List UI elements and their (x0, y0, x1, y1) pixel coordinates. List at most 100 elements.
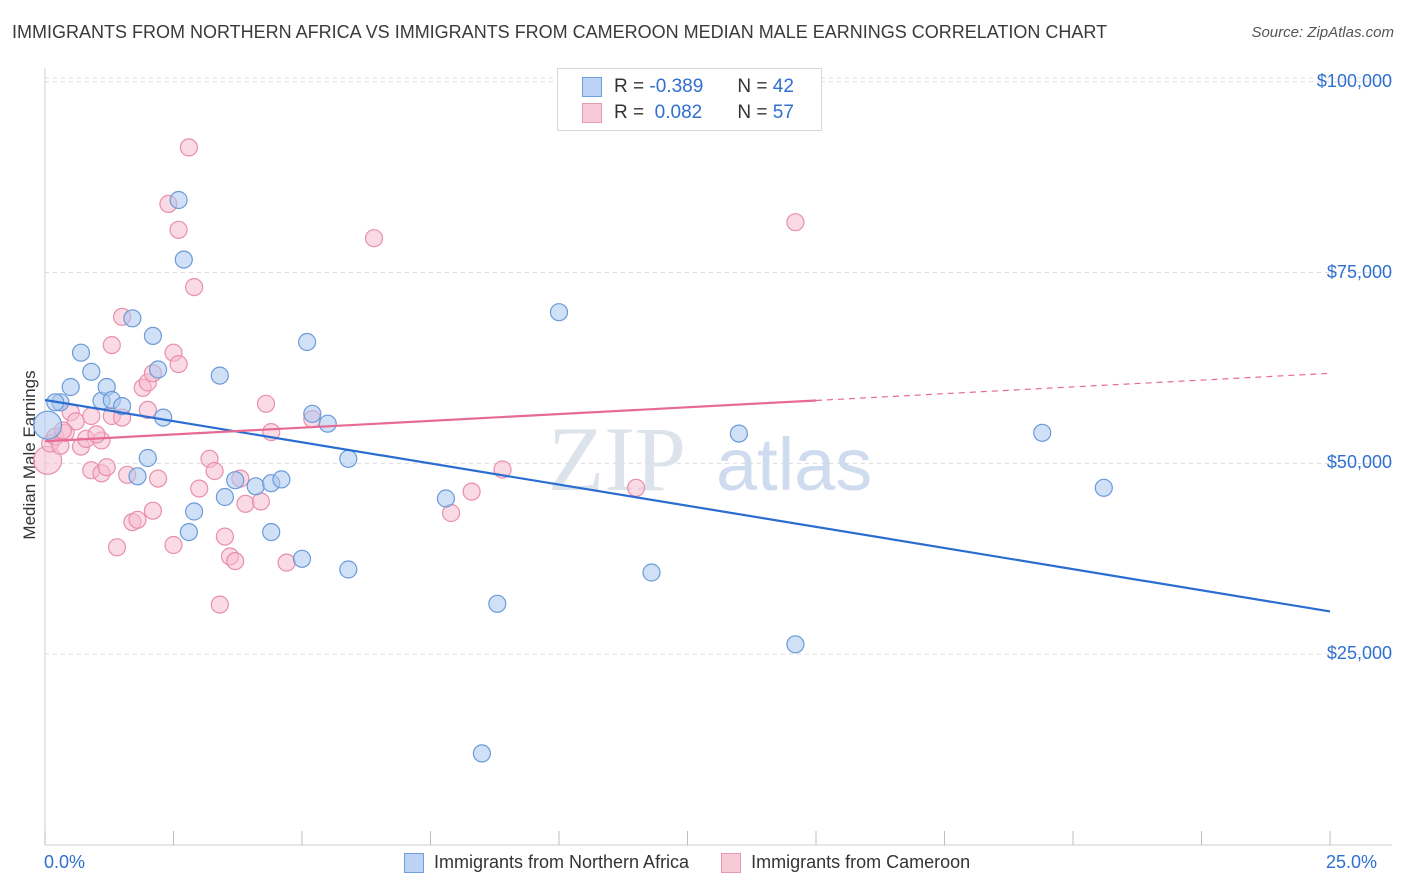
data-point (339, 449, 358, 468)
legend-r-value: 0.082 (649, 102, 703, 123)
x-tick-max: 25.0% (1326, 852, 1378, 872)
data-point (472, 744, 491, 763)
data-point (318, 414, 337, 433)
trend-lines (44, 372, 1331, 613)
legend-n-value: 57 (772, 102, 794, 123)
data-point (138, 400, 157, 419)
data-point (128, 467, 147, 486)
y-tick-label: $50,000 (1326, 452, 1392, 473)
watermark: ZIP atlas (548, 408, 872, 510)
data-point (185, 502, 204, 521)
data-point (143, 326, 162, 345)
northern-africa-points (32, 190, 1113, 763)
data-point (272, 470, 291, 489)
data-point (112, 397, 132, 416)
data-point (169, 220, 188, 239)
data-point (179, 138, 198, 157)
data-point (786, 635, 805, 654)
data-point (169, 190, 188, 210)
data-point (1094, 478, 1113, 497)
legend-n-label: N = (737, 102, 768, 123)
data-point (128, 510, 147, 529)
data-point (277, 553, 296, 572)
data-point (729, 424, 749, 443)
legend-row-northern-africa: R = -0.389 N = 42 (582, 76, 794, 98)
data-point (292, 549, 312, 568)
watermark-zip: ZIP (548, 408, 686, 510)
chart-title: IMMIGRANTS FROM NORTHERN AFRICA VS IMMIG… (12, 22, 1108, 42)
legend-r-label: R = (614, 102, 645, 123)
data-point (226, 471, 245, 490)
data-point (123, 309, 142, 328)
series-legend: Immigrants from Northern Africa Immigran… (404, 852, 970, 873)
cameroon-points (32, 138, 805, 614)
data-point (1033, 423, 1052, 442)
data-point (169, 355, 188, 374)
data-point (626, 478, 646, 497)
data-point (339, 560, 358, 579)
y-tick-label: $25,000 (1326, 643, 1392, 664)
data-point (215, 487, 234, 507)
data-point (236, 494, 255, 513)
data-point (190, 479, 209, 498)
data-point (303, 404, 322, 423)
data-point (436, 489, 455, 508)
data-point (488, 594, 507, 613)
data-point (262, 522, 281, 542)
data-point (364, 229, 384, 248)
data-point (210, 366, 229, 385)
legend-r-value: -0.389 (649, 76, 704, 97)
cameroon-trend-line-dashed (815, 372, 1331, 402)
legend-swatch-pink (721, 852, 742, 873)
y-tick-label: $75,000 (1326, 261, 1392, 282)
data-point (215, 527, 234, 546)
data-point (149, 360, 168, 379)
data-point (205, 461, 224, 481)
data-point (462, 482, 481, 501)
data-point (82, 406, 101, 426)
legend-n-label: N = (737, 76, 768, 97)
data-point (256, 394, 276, 413)
data-point (210, 595, 229, 614)
data-point (143, 501, 162, 520)
data-point (246, 477, 265, 496)
data-point (82, 362, 101, 381)
data-point (71, 343, 91, 362)
data-point (549, 303, 569, 322)
x-tick-min: 0.0% (44, 852, 86, 872)
data-point (32, 410, 63, 440)
legend-swatch-blue (582, 77, 602, 97)
legend-item-cameroon[interactable]: Immigrants from Cameroon (721, 852, 970, 873)
legend-swatch-blue (404, 852, 424, 873)
cameroon-trend-line (44, 399, 817, 443)
legend-n-value: 42 (772, 76, 794, 97)
data-point (164, 535, 183, 555)
data-point (61, 377, 80, 397)
data-point (97, 458, 116, 477)
data-point (786, 213, 805, 232)
gridlines (45, 77, 1392, 655)
legend-label-northern-africa: Immigrants from Northern Africa (434, 852, 690, 872)
data-point (179, 522, 198, 542)
legend-item-northern-africa[interactable]: Immigrants from Northern Africa (404, 852, 689, 873)
northern-africa-trend-line (44, 398, 1331, 613)
legend-label-cameroon: Immigrants from Cameroon (751, 852, 971, 872)
data-point (102, 336, 121, 355)
data-point (226, 551, 245, 571)
legend-r-label: R = (614, 76, 645, 97)
data-point (185, 278, 204, 297)
data-point (174, 250, 193, 269)
correlation-legend: R = -0.389 N = 42 R = 0.082 N = 57 (557, 68, 822, 131)
y-tick-label: $100,000 (1316, 70, 1392, 91)
legend-swatch-pink (582, 103, 602, 123)
data-point (149, 469, 168, 488)
data-point (107, 538, 127, 557)
data-point (298, 332, 317, 352)
source-label: Source: ZipAtlas.com (1251, 24, 1394, 41)
data-point (87, 425, 106, 444)
data-point (138, 448, 157, 468)
data-point (251, 492, 270, 511)
data-point (642, 563, 661, 582)
legend-row-cameroon: R = 0.082 N = 57 (582, 102, 794, 124)
